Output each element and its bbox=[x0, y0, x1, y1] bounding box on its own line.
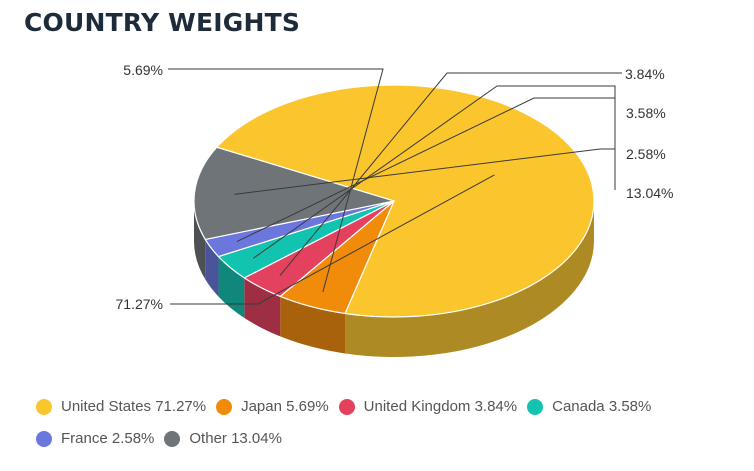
slice-value-label: 2.58% bbox=[626, 146, 666, 162]
pie-slice-united-states bbox=[216, 84, 595, 318]
slice-value-label: 13.04% bbox=[626, 185, 673, 201]
legend-item-other[interactable]: Other 13.04% bbox=[164, 430, 282, 447]
leader-line bbox=[236, 97, 616, 243]
pie-chart: 71.27% 5.69% 3.84% 3.58% 2.58% 13.04% bbox=[116, 62, 673, 357]
chart-title: COUNTRY WEIGHTS bbox=[24, 8, 301, 37]
legend-item-united-states[interactable]: United States 71.27% bbox=[36, 398, 206, 415]
legend-label: Japan 5.69% bbox=[241, 398, 329, 415]
legend-swatch bbox=[338, 398, 355, 415]
pie-slice-other bbox=[193, 146, 395, 241]
legend-swatch bbox=[36, 398, 52, 415]
legend-label: Canada 3.58% bbox=[552, 398, 652, 415]
pie-side-united-states bbox=[345, 201, 594, 357]
pie-side-united-kingdom bbox=[244, 277, 281, 337]
legend-label: France 2.58% bbox=[61, 430, 155, 447]
legend-item-canada[interactable]: Canada 3.58% bbox=[527, 398, 651, 415]
legend-item-united-kingdom[interactable]: United Kingdom 3.84% bbox=[338, 398, 518, 415]
leader-line bbox=[168, 68, 384, 292]
legend-label: United States 71.27% bbox=[61, 398, 207, 415]
slice-value-label: 71.27% bbox=[116, 296, 163, 312]
leader-line bbox=[170, 174, 495, 305]
legend-label: Other 13.04% bbox=[189, 430, 282, 447]
legend: United States 71.27% Japan 5.69% United … bbox=[36, 398, 736, 447]
legend-label: United Kingdom 3.84% bbox=[363, 398, 518, 415]
legend-swatch bbox=[164, 430, 181, 447]
leader-line bbox=[234, 148, 616, 195]
slice-value-label: 3.58% bbox=[626, 105, 666, 121]
slice-value-label: 3.84% bbox=[625, 66, 665, 82]
legend-item-france[interactable]: France 2.58% bbox=[36, 430, 154, 447]
pie-side-canada bbox=[218, 256, 245, 318]
leader-line bbox=[279, 72, 622, 276]
slice-value-label: 5.69% bbox=[123, 62, 163, 78]
legend-item-japan[interactable]: Japan 5.69% bbox=[216, 398, 329, 415]
legend-swatch bbox=[36, 430, 52, 447]
legend-swatch bbox=[527, 398, 544, 415]
legend-swatch bbox=[216, 398, 233, 415]
